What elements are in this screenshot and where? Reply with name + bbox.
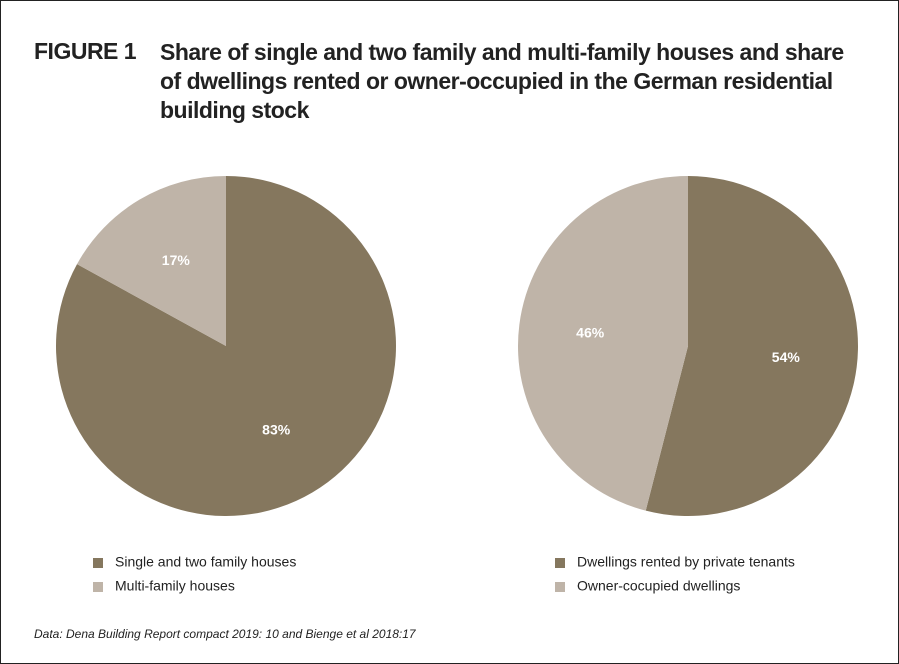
legend-label: Dwellings rented by private tenants	[577, 554, 795, 570]
source-note: Data: Dena Building Report compact 2019:…	[34, 627, 416, 641]
legend-label: Multi-family houses	[115, 578, 235, 594]
slice-label: 46%	[576, 324, 605, 340]
slice-label: 83%	[262, 422, 291, 438]
figure-title: Share of single and two family and multi…	[160, 39, 844, 123]
legend-label: Single and two family houses	[115, 554, 296, 570]
legend-swatch	[93, 558, 103, 568]
pie-slice	[645, 176, 858, 517]
slice-label: 54%	[772, 349, 801, 365]
pie-slice	[77, 176, 226, 346]
legend-swatch	[555, 582, 565, 592]
pie-slice	[518, 176, 688, 511]
legend-swatch	[93, 582, 103, 592]
figure-label: FIGURE 1	[34, 38, 137, 64]
slice-label: 17%	[162, 252, 191, 268]
legend-label: Owner-cocupied dwellings	[577, 578, 740, 594]
charts: 83% Single and two family houses 17% Multi-…	[56, 176, 858, 594]
legend-swatch	[555, 558, 565, 568]
